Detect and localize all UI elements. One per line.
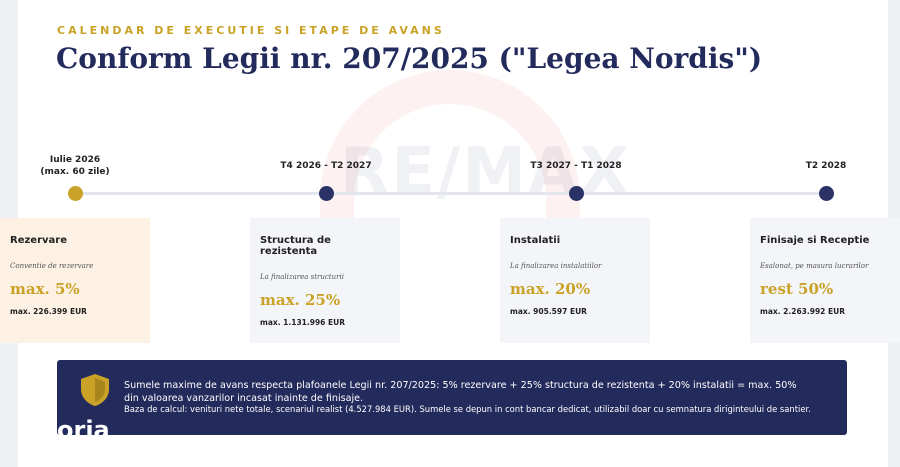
card-note: Conventie de rezervare bbox=[10, 262, 94, 270]
card-value: max. 5% bbox=[10, 280, 80, 298]
watermark: RE/MAX bbox=[340, 135, 631, 209]
notice-basis: Baza de calcul: venituri nete totale, sc… bbox=[124, 404, 811, 414]
title: Conform Legii nr. 207/2025 ("Legea Nordi… bbox=[56, 42, 763, 75]
card-value: rest 50% bbox=[760, 280, 834, 298]
card-value: max. 20% bbox=[510, 280, 591, 298]
notice: Sumele maxime de avans respecta plafoane… bbox=[57, 360, 847, 435]
card-amount: max. 2.263.992 EUR bbox=[760, 307, 846, 316]
timeline-label: T2 2028 bbox=[751, 160, 900, 172]
timeline-label: Iulie 2026 (max. 60 zile) bbox=[0, 154, 150, 178]
card-note: La finalizarea structurii bbox=[260, 273, 344, 281]
card-note: La finalizarea instalatiilor bbox=[510, 262, 602, 270]
timeline-label-line: T4 2026 - T2 2027 bbox=[280, 161, 372, 171]
timeline-dot bbox=[319, 186, 334, 201]
card-amount: max. 1.131.996 EUR bbox=[260, 318, 346, 327]
card-title: Instalatii bbox=[510, 235, 561, 246]
timeline-dot bbox=[68, 186, 83, 201]
timeline-label-line: Iulie 2026 bbox=[49, 155, 101, 165]
shield-icon bbox=[81, 374, 109, 406]
timeline-label: T3 2027 - T1 2028 bbox=[501, 160, 651, 172]
card-title: Rezervare bbox=[10, 235, 67, 246]
timeline-dot bbox=[569, 186, 584, 201]
stage-card: Instalatii La finalizarea instalatiilor ma… bbox=[500, 218, 650, 343]
stage-card: Structura de rezistenta La finalizarea st… bbox=[250, 218, 400, 343]
logo-text: oria bbox=[57, 416, 110, 435]
card-value: max. 25% bbox=[260, 291, 341, 309]
timeline-line bbox=[75, 192, 826, 195]
card-title: Structura de rezistenta bbox=[260, 235, 331, 257]
timeline-label-line: T2 2028 bbox=[805, 161, 847, 171]
stage-card: Finisaje si Receptie Esalonat, pe masura … bbox=[750, 218, 900, 343]
card-title: Finisaje si Receptie bbox=[760, 235, 870, 246]
notice-main: Sumele maxime de avans respecta plafoane… bbox=[124, 380, 797, 404]
eyebrow: CALENDAR DE EXECUTIE SI ETAPE DE AVANS bbox=[57, 24, 445, 37]
timeline-label-line: T3 2027 - T1 2028 bbox=[530, 161, 622, 171]
card-note: Esalonat, pe masura lucrarilor bbox=[760, 262, 869, 270]
card-amount: max. 905.597 EUR bbox=[510, 307, 587, 316]
timeline-label: T4 2026 - T2 2027 bbox=[251, 160, 401, 172]
card-amount: max. 226.399 EUR bbox=[10, 307, 87, 316]
stage-card: Rezervare Conventie de rezervare max. 5% ma… bbox=[0, 218, 150, 343]
timeline-dot bbox=[819, 186, 834, 201]
timeline-label-line: (max. 60 zile) bbox=[40, 167, 110, 177]
